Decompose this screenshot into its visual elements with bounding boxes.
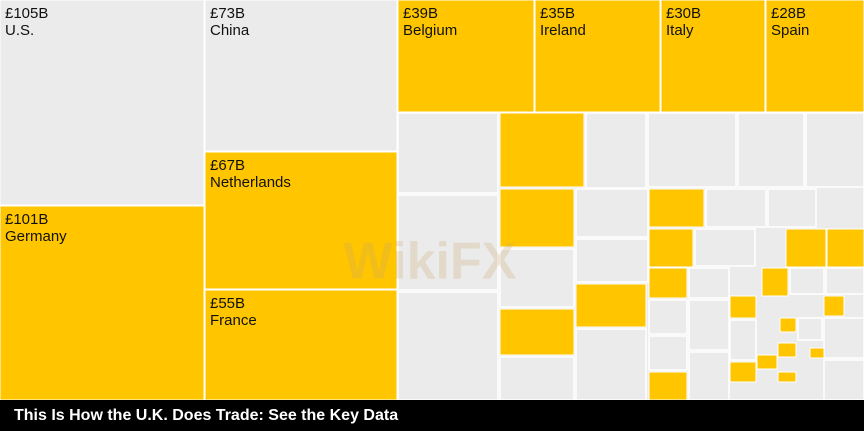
tile-category-label: Belgium bbox=[403, 22, 457, 39]
minor-tiles bbox=[397, 112, 864, 401]
tile-value-label: £39B bbox=[403, 5, 438, 22]
tile bbox=[0, 205, 205, 401]
tile-category-label: Ireland bbox=[540, 22, 586, 39]
tile bbox=[204, 289, 398, 401]
tile-category-label: China bbox=[210, 22, 250, 39]
watermark: WikiFX bbox=[344, 233, 517, 291]
tile-value-label: £28B bbox=[771, 5, 806, 22]
tile bbox=[204, 0, 398, 152]
tile-value-label: £55B bbox=[210, 295, 245, 312]
tile-value-label: £105B bbox=[5, 5, 48, 22]
tile-category-label: Italy bbox=[666, 22, 694, 39]
tile bbox=[397, 0, 535, 113]
footer-bar bbox=[0, 400, 864, 431]
tile-value-label: £30B bbox=[666, 5, 701, 22]
chart-title: This Is How the U.K. Does Trade: See the… bbox=[14, 407, 398, 424]
tile bbox=[765, 0, 864, 113]
tile-value-label: £35B bbox=[540, 5, 575, 22]
tile-category-label: Netherlands bbox=[210, 174, 291, 191]
tile-value-label: £101B bbox=[5, 211, 48, 228]
tile-value-label: £73B bbox=[210, 5, 245, 22]
tile-category-label: Spain bbox=[771, 22, 809, 39]
tile-category-label: Germany bbox=[5, 228, 67, 245]
tile-category-label: U.S. bbox=[5, 22, 34, 39]
tile bbox=[204, 151, 398, 290]
tile-category-label: France bbox=[210, 312, 257, 329]
tile-value-label: £67B bbox=[210, 157, 245, 174]
tile bbox=[660, 0, 766, 113]
tile bbox=[534, 0, 661, 113]
tile bbox=[0, 0, 205, 206]
